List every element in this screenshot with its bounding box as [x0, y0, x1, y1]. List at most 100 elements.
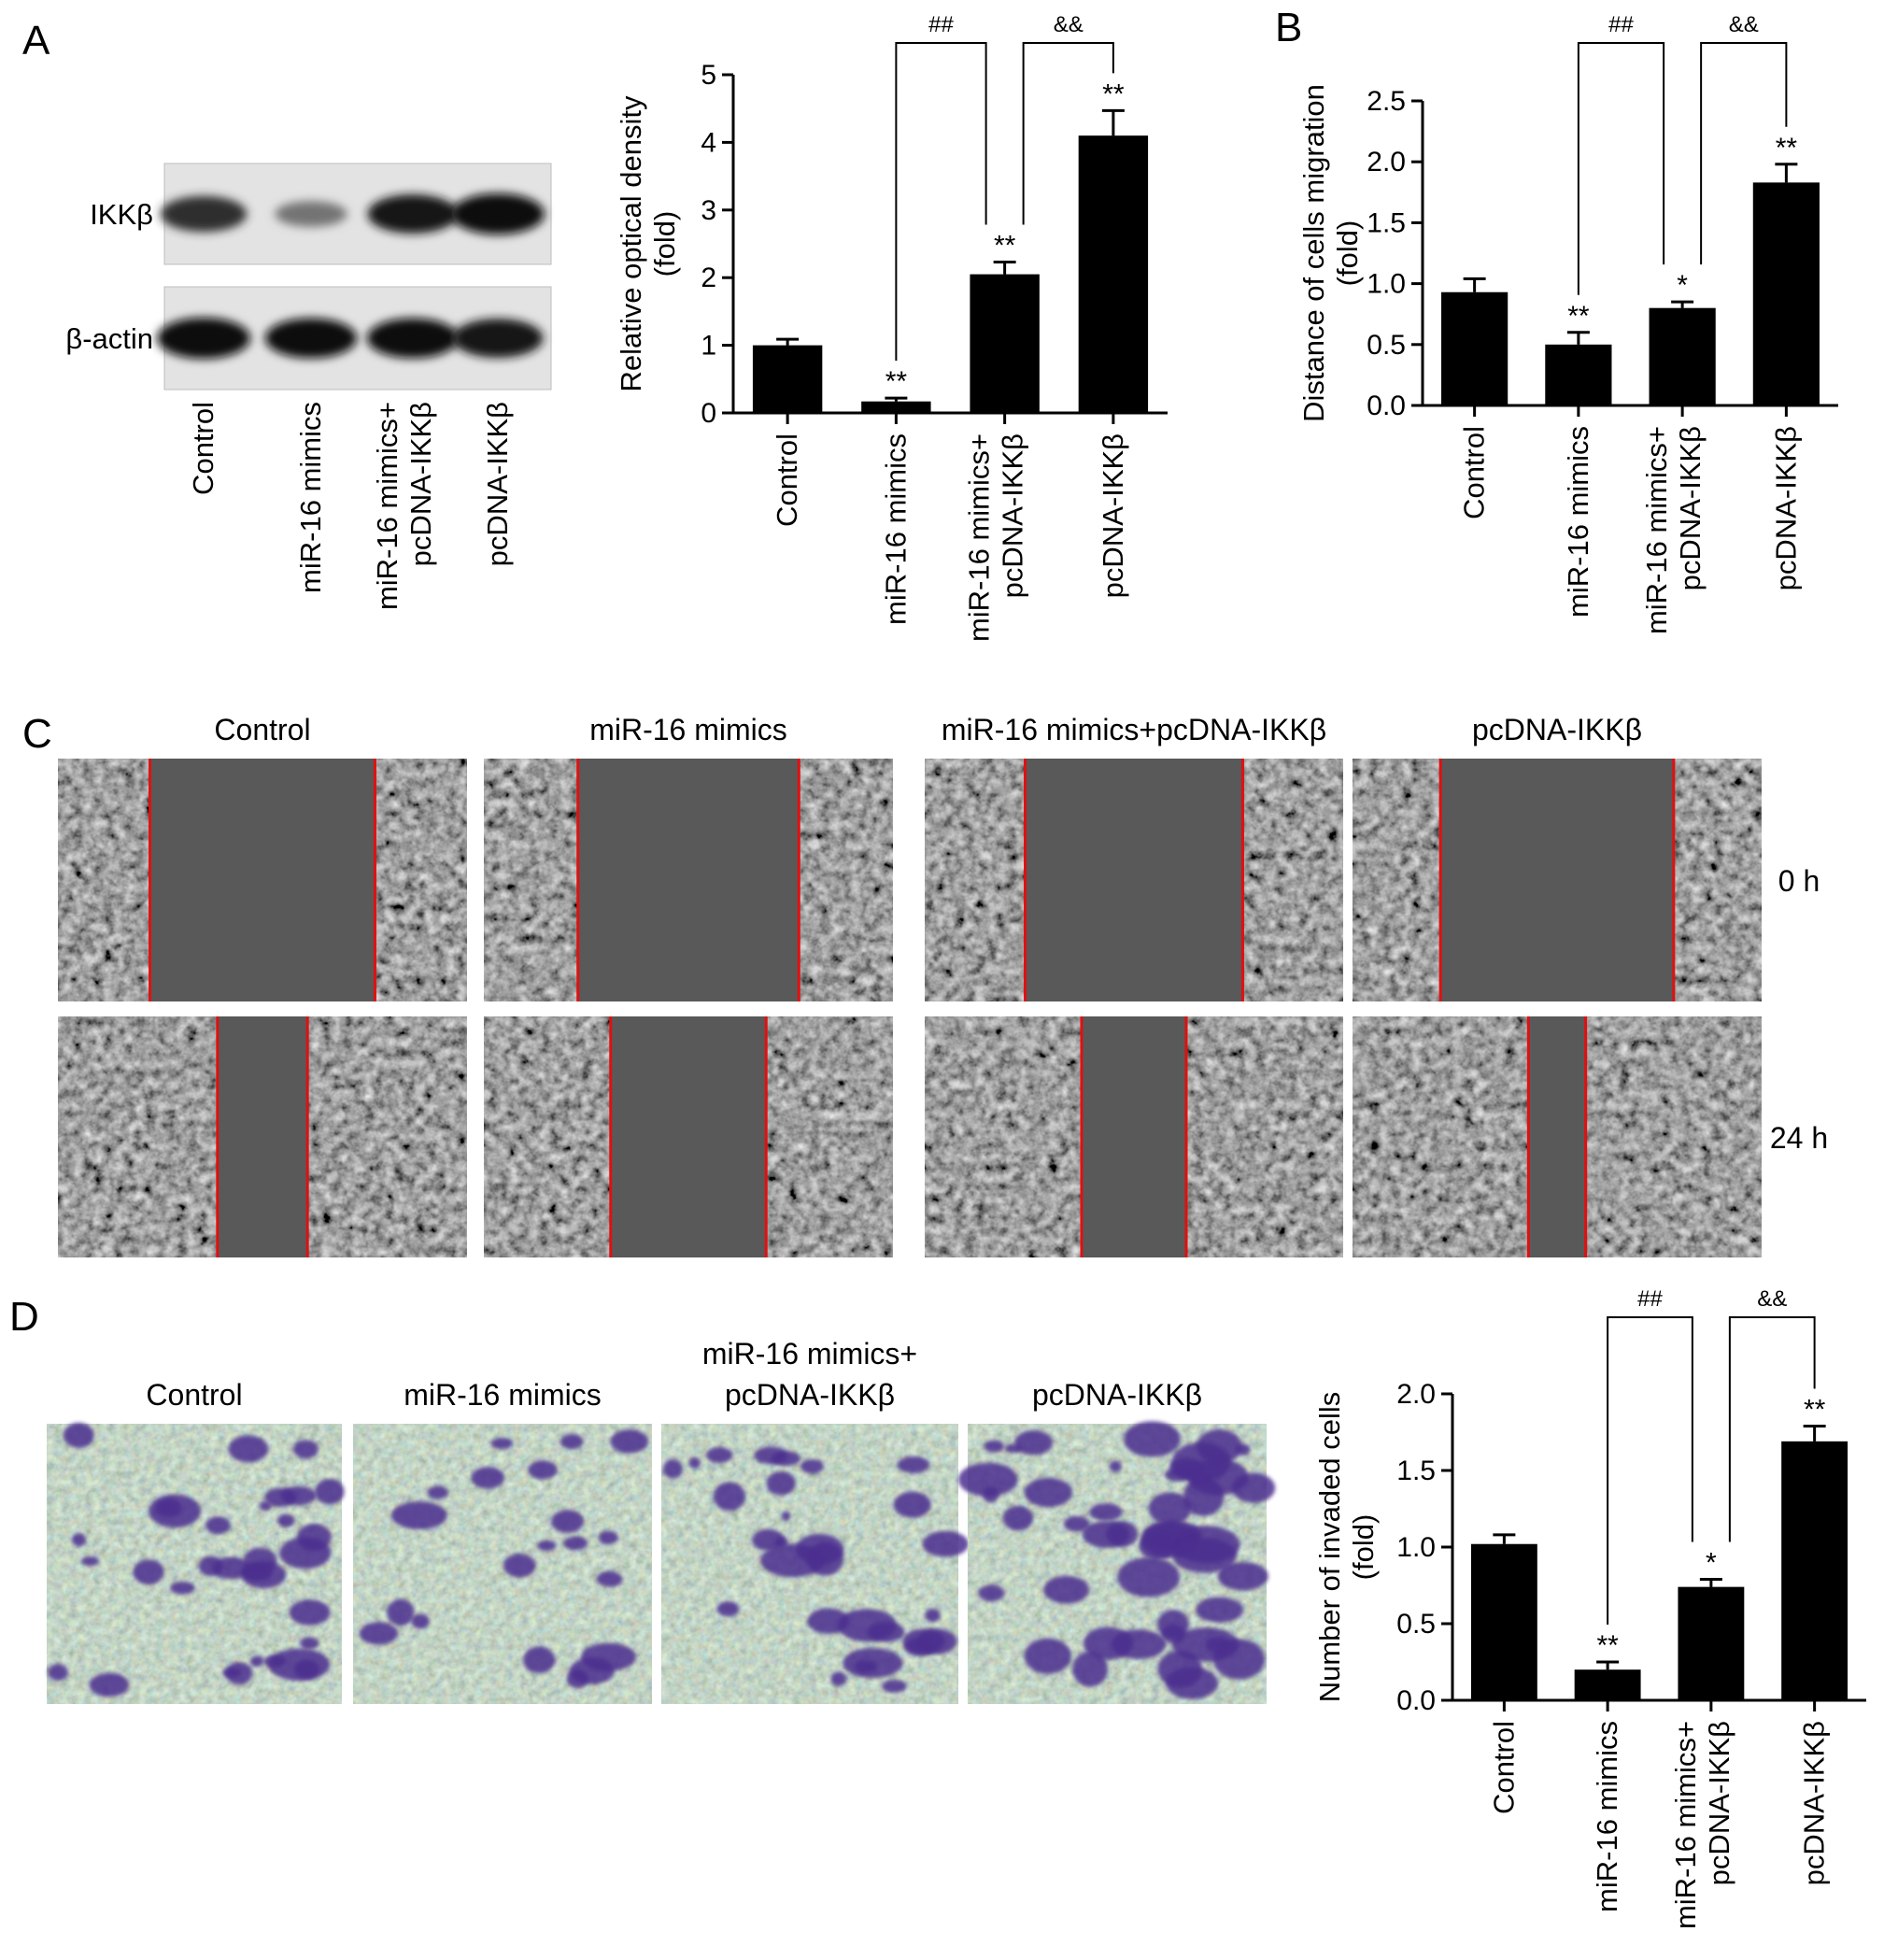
category-label: Control	[1458, 426, 1491, 519]
significance-bracket	[1728, 1316, 1816, 1542]
wound-gap	[577, 759, 800, 1001]
stained-cell	[300, 1637, 319, 1650]
y-axis-label: (fold)	[648, 211, 681, 277]
stained-cell	[1024, 1477, 1072, 1508]
transwell-title: miR-16 mimics	[404, 1378, 602, 1412]
time-label: 0 h	[1778, 864, 1820, 898]
stained-cell	[1165, 1468, 1192, 1482]
y-tick-label: 0.0	[1367, 391, 1406, 421]
y-tick-label: 0	[701, 398, 716, 429]
stained-cell	[471, 1467, 505, 1489]
y-tick-label: 1.0	[1396, 1532, 1436, 1563]
stained-cell	[1171, 1627, 1239, 1662]
stained-cell	[522, 1646, 556, 1674]
stained-cell	[212, 1556, 250, 1580]
stained-cell	[133, 1559, 164, 1585]
y-tick-label: 0.5	[1396, 1609, 1436, 1640]
stained-cell	[289, 1599, 331, 1626]
stained-cell	[228, 1435, 269, 1463]
stained-cell	[1111, 1629, 1167, 1659]
stained-cell	[662, 1459, 683, 1479]
transwell-title: pcDNA-IKKβ	[1032, 1378, 1202, 1412]
transwell-title: pcDNA-IKKβ	[725, 1378, 895, 1412]
category-label: pcDNA-IKKβ	[1769, 426, 1802, 590]
category-label: pcDNA-IKKβ	[1097, 433, 1129, 598]
blot-band	[367, 194, 459, 234]
bracket-label: ##	[1608, 12, 1634, 37]
stained-cell	[713, 1482, 746, 1512]
stained-cell	[559, 1434, 584, 1450]
y-tick-label: 0.0	[1396, 1685, 1436, 1716]
stained-cell	[89, 1672, 130, 1697]
stained-cell	[1004, 1443, 1023, 1454]
significance-label: **	[994, 231, 1016, 262]
stained-cell	[978, 1584, 1005, 1602]
stained-cell	[1024, 1638, 1071, 1674]
stained-cell	[1106, 1521, 1139, 1547]
stained-cell	[390, 1500, 447, 1530]
stained-cell	[752, 1528, 785, 1551]
blot-band	[275, 201, 347, 227]
stained-cell	[795, 1533, 844, 1565]
stained-cell	[359, 1622, 399, 1645]
panel-letter-d: D	[9, 1294, 39, 1340]
wound-gap	[1025, 759, 1243, 1001]
stained-cell	[958, 1462, 1018, 1497]
category-label: Control	[771, 433, 803, 527]
panel-letter-b: B	[1275, 5, 1302, 50]
wound-column-title: pcDNA-IKKβ	[1472, 713, 1642, 746]
stained-cell	[1205, 1636, 1231, 1654]
significance-label: **	[1102, 78, 1125, 109]
stained-cell	[277, 1513, 295, 1527]
stained-cell	[1196, 1597, 1244, 1623]
category-label: pcDNA-IKKβ	[1798, 1721, 1831, 1885]
panel-letter-a: A	[22, 18, 50, 64]
y-tick-label: 2.0	[1396, 1379, 1436, 1410]
stained-cell	[292, 1440, 319, 1459]
blot-lane-label: Control	[187, 402, 220, 495]
wound-gap	[1082, 1016, 1186, 1257]
stained-cell	[280, 1485, 317, 1506]
y-tick-label: 1	[701, 331, 716, 362]
blot-lane-label: pcDNA-IKKβ	[404, 402, 437, 566]
y-tick-label: 3	[701, 195, 716, 226]
stained-cell	[1124, 1421, 1181, 1457]
significance-label: *	[1706, 1547, 1717, 1578]
stained-cell	[1117, 1556, 1181, 1598]
y-tick-label: 2.5	[1367, 86, 1406, 117]
stained-cell	[1014, 1430, 1054, 1456]
stained-cell	[243, 1547, 277, 1575]
blot-band	[366, 318, 460, 359]
wound-gap	[1440, 759, 1674, 1001]
y-axis-label: (fold)	[1331, 220, 1364, 287]
stained-cell	[596, 1570, 623, 1587]
stained-cell	[982, 1486, 999, 1503]
blot-lane-label: pcDNA-IKKβ	[481, 402, 514, 566]
wound-gap	[217, 1016, 308, 1257]
panel-letter-c: C	[22, 711, 52, 757]
blot-lane-label: miR-16 mimics+	[371, 402, 404, 610]
stained-cell	[205, 1516, 231, 1535]
stained-cell	[528, 1460, 558, 1480]
stained-cell	[48, 1664, 68, 1682]
stained-cell	[1187, 1458, 1249, 1496]
wound-gap	[610, 1016, 767, 1257]
blot-band	[157, 318, 250, 359]
stained-cell	[766, 1470, 796, 1496]
stained-cell	[610, 1429, 649, 1454]
stained-cell	[387, 1598, 415, 1626]
wound-column-title: miR-16 mimics	[589, 713, 787, 746]
wound-gap	[149, 759, 375, 1001]
transwell-title: Control	[146, 1378, 242, 1412]
y-tick-label: 4	[701, 127, 716, 158]
significance-bracket	[895, 42, 987, 362]
stained-cell	[411, 1613, 430, 1629]
stained-cell	[537, 1540, 557, 1552]
stained-cell	[893, 1491, 932, 1518]
category-label: miR-16 mimics+	[963, 433, 996, 642]
y-axis-label: Relative optical density	[615, 95, 647, 392]
significance-label: *	[1677, 270, 1688, 301]
stained-cell	[1109, 1460, 1122, 1472]
stained-cell	[80, 1555, 100, 1567]
